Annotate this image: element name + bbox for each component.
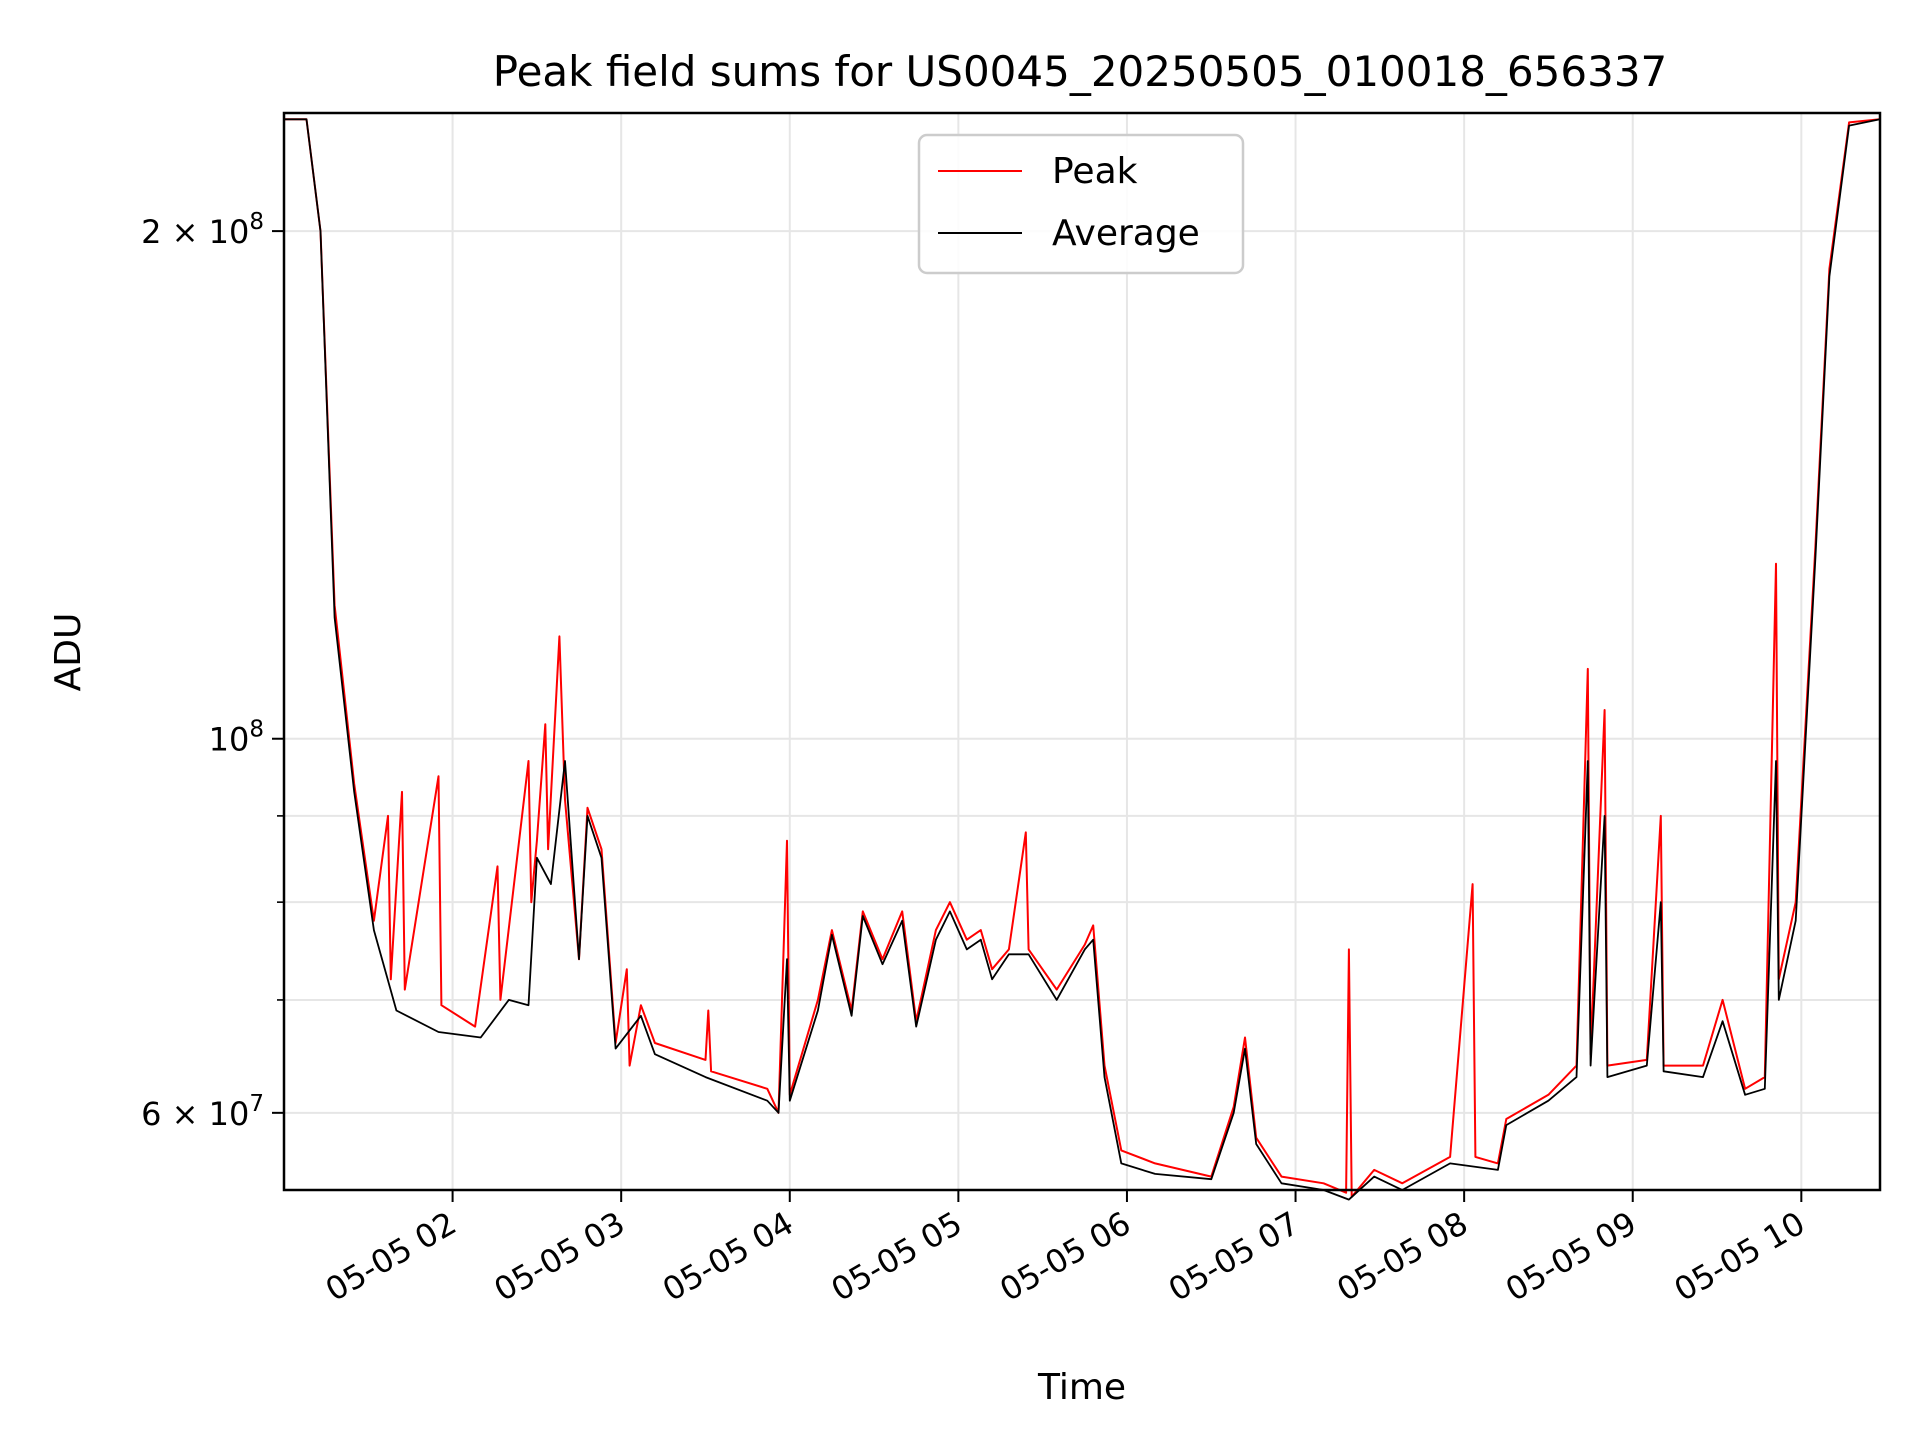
series-line-peak [284, 118, 1881, 1198]
chart-title: Peak field sums for US0045_20250505_0100… [493, 47, 1668, 96]
series-line-average [284, 118, 1881, 1201]
legend: Peak Average [917, 133, 1245, 275]
plot-frame [282, 111, 1882, 1192]
series-layer [284, 118, 1881, 1201]
legend-label-average: Average [1052, 213, 1200, 254]
y-tick-label: 2 × 108 [141, 209, 264, 251]
legend-box [917, 133, 1245, 275]
y-tick-label: 108 [209, 717, 264, 759]
y-axis: 6 × 107 108 2 × 108 [141, 209, 284, 1133]
y-tick-label: 6 × 107 [141, 1091, 264, 1133]
legend-label-peak: Peak [1052, 151, 1138, 192]
y-axis-label: ADU [48, 613, 89, 692]
x-axis-label: Time [1037, 1367, 1126, 1408]
